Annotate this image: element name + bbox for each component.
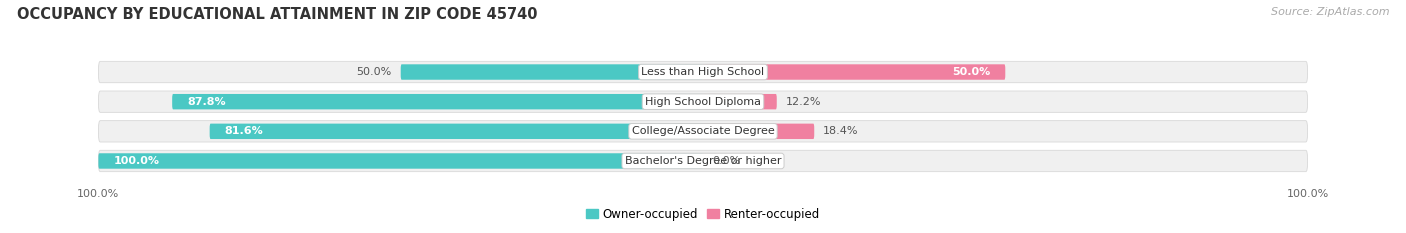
- FancyBboxPatch shape: [172, 94, 703, 109]
- FancyBboxPatch shape: [98, 150, 1308, 172]
- FancyBboxPatch shape: [703, 124, 814, 139]
- Text: 100.0%: 100.0%: [114, 156, 159, 166]
- Text: 81.6%: 81.6%: [225, 126, 263, 136]
- Text: 0.0%: 0.0%: [711, 156, 741, 166]
- Text: 50.0%: 50.0%: [952, 67, 990, 77]
- FancyBboxPatch shape: [703, 64, 1005, 80]
- FancyBboxPatch shape: [98, 121, 1308, 142]
- FancyBboxPatch shape: [703, 94, 776, 109]
- Text: High School Diploma: High School Diploma: [645, 97, 761, 107]
- Text: 12.2%: 12.2%: [786, 97, 821, 107]
- Text: OCCUPANCY BY EDUCATIONAL ATTAINMENT IN ZIP CODE 45740: OCCUPANCY BY EDUCATIONAL ATTAINMENT IN Z…: [17, 7, 537, 22]
- Text: Less than High School: Less than High School: [641, 67, 765, 77]
- Text: 87.8%: 87.8%: [187, 97, 226, 107]
- Text: Source: ZipAtlas.com: Source: ZipAtlas.com: [1271, 7, 1389, 17]
- FancyBboxPatch shape: [209, 124, 703, 139]
- FancyBboxPatch shape: [98, 91, 1308, 112]
- Text: 18.4%: 18.4%: [824, 126, 859, 136]
- Text: Bachelor's Degree or higher: Bachelor's Degree or higher: [624, 156, 782, 166]
- Text: 50.0%: 50.0%: [356, 67, 392, 77]
- FancyBboxPatch shape: [401, 64, 703, 80]
- FancyBboxPatch shape: [98, 61, 1308, 83]
- FancyBboxPatch shape: [98, 153, 703, 169]
- Legend: Owner-occupied, Renter-occupied: Owner-occupied, Renter-occupied: [581, 203, 825, 225]
- Text: College/Associate Degree: College/Associate Degree: [631, 126, 775, 136]
